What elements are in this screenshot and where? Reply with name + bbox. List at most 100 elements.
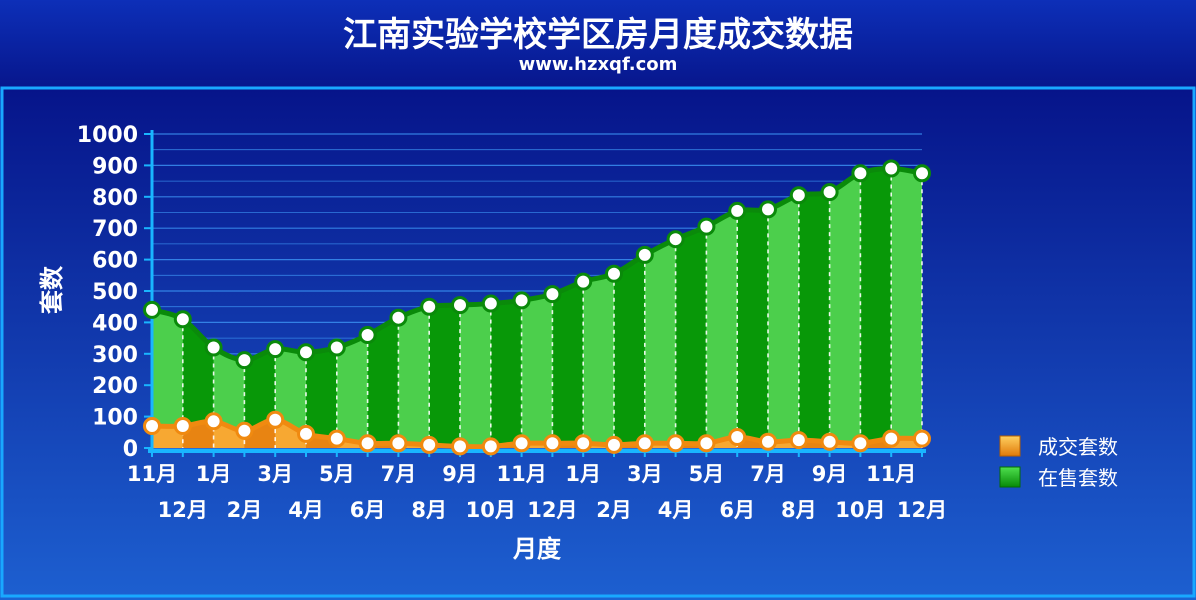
x-tick-label: 2月 [227,498,263,522]
deals-point [605,435,623,454]
listings-point [512,291,531,310]
chart-subtitle: www.hzxqf.com [519,54,678,75]
deals-point [173,417,192,436]
listings-point [143,300,161,319]
x-tick-label: 4月 [288,498,324,522]
listings-area-band [891,168,922,448]
listings-point [420,297,439,316]
x-tick-label: 7月 [381,462,417,486]
header-band [0,0,1196,88]
listings-point [451,296,469,315]
legend-label-listings: 在售套数 [1038,466,1118,490]
y-tick-label: 200 [92,374,138,399]
listings-point [389,308,408,327]
deals-point [235,421,254,440]
deals-point [297,424,315,443]
y-tick-label: 100 [92,406,138,431]
listings-point [605,264,623,283]
deals-point [697,434,716,453]
legend: 成交套数 在售套数 [999,435,1118,490]
listings-point [481,294,500,313]
x-tick-label: 3月 [257,462,293,486]
x-tick-label: 5月 [319,462,355,486]
listings-point [358,325,377,344]
deals-point [635,434,654,453]
listings-point [882,159,901,178]
deals-point [327,429,346,448]
deals-point [789,431,808,450]
listings-point [574,272,593,291]
listings-point [204,338,223,357]
x-tick-label: 12月 [527,498,577,522]
listings-point [789,186,808,205]
deals-point [389,434,408,453]
deals-point [266,410,285,429]
x-tick-label: 8月 [411,498,447,522]
axis-layer: 0 100 200 300 400 500 600 700 800 900 1000 11月 12月 1月… [77,123,947,522]
y-tick-label: 300 [92,343,138,368]
listings-point [266,340,285,359]
marker-layer [143,159,931,456]
listings-point [297,343,315,362]
deals-point [759,432,777,451]
y-tick-label: 800 [92,186,138,211]
x-tick-label: 1月 [565,462,601,486]
x-tick-label: 3月 [627,462,663,486]
listings-point [235,351,254,370]
listings-area-band [829,168,861,448]
deals-point [512,434,531,453]
deals-point [574,434,593,453]
listings-area-band [798,168,831,448]
x-tick-label: 7月 [750,462,786,486]
deals-point [820,432,839,451]
x-tick-label: 1月 [196,462,232,486]
deals-point [143,417,161,436]
listings-point [820,183,839,202]
deals-point [666,434,685,453]
x-tick-label: 5月 [689,462,725,486]
listings-point [327,338,346,357]
y-tick-label: 400 [92,311,138,336]
deals-point [204,412,223,431]
y-tick-label: 600 [92,249,138,274]
listings-point [759,200,777,219]
listings-point [173,310,192,329]
legend-swatch-listings [999,466,1021,488]
x-tick-label: 6月 [350,498,386,522]
deals-point [420,435,439,454]
x-tick-label: 9月 [812,462,848,486]
x-tick-label: 8月 [781,498,817,522]
listings-point [666,230,685,249]
x-tick-label: 11月 [127,462,177,486]
x-tick-label: 6月 [719,498,755,522]
y-tick-label: 700 [92,217,138,242]
deals-point [481,437,500,456]
x-tick-label: 11月 [866,462,916,486]
legend-swatch-deals [999,435,1021,457]
deals-point [358,434,377,453]
y-axis-label: 套数 [38,265,66,314]
x-tick-label: 12月 [158,498,208,522]
deals-point [882,429,901,448]
deals-point [728,428,747,447]
listings-point [635,245,654,264]
x-tick-label: 2月 [596,498,632,522]
x-tick-label: 4月 [658,498,694,522]
x-tick-label: 9月 [442,462,478,486]
x-axis-label: 月度 [512,535,562,563]
x-tick-label: 12月 [897,498,947,522]
listings-point [851,164,870,183]
x-tick-label: 10月 [835,498,885,522]
listings-point [728,201,747,220]
y-tick-label: 1000 [77,123,138,148]
chart-title: 江南实验学校学区房月度成交数据 [343,15,853,55]
deals-point [913,429,931,448]
listings-point [543,285,562,304]
y-tick-label: 900 [92,154,138,179]
listings-point [697,217,716,236]
deals-point [543,434,562,453]
deals-point [451,437,469,456]
x-tick-label: 11月 [496,462,546,486]
y-tick-label: 0 [123,437,138,462]
